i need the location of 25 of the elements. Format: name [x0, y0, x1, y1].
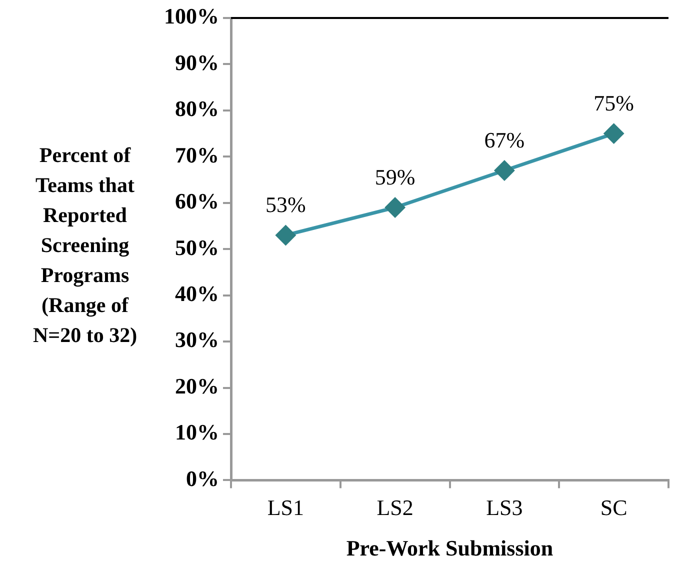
y-tick-label: 90%: [175, 50, 219, 75]
y-tick-label: 30%: [175, 327, 219, 352]
y-tick-label: 40%: [175, 281, 219, 306]
point: [385, 198, 405, 218]
y-tick-label: 10%: [175, 420, 219, 445]
x-tick-label: LS3: [486, 495, 523, 520]
point: [604, 124, 624, 144]
point: [494, 160, 514, 180]
y-tick-label: 50%: [175, 234, 219, 260]
y-tick-label: 70%: [175, 142, 219, 168]
data-label: 75%: [594, 90, 634, 116]
point: [276, 225, 296, 245]
x-tick-label: SC: [600, 495, 628, 520]
data-label: 67%: [484, 127, 525, 152]
data-label: 59%: [374, 164, 416, 190]
x-axis-title: Pre-Work Submission: [346, 535, 554, 560]
x-tick-label: LS2: [376, 495, 414, 520]
y-tick-label: 100%: [164, 4, 219, 29]
data-label: 53%: [266, 192, 306, 218]
y-axis-title: Percent of Teams that Reported Screening Programs (Range of N=20 to 32): [32, 142, 138, 349]
y-tick-label: 0%: [186, 466, 219, 491]
y-tick-label: 80%: [175, 96, 219, 122]
x-tick-label: LS1: [267, 495, 304, 520]
y-tick-label: 60%: [175, 188, 219, 214]
y-tick-label: 20%: [175, 373, 219, 398]
